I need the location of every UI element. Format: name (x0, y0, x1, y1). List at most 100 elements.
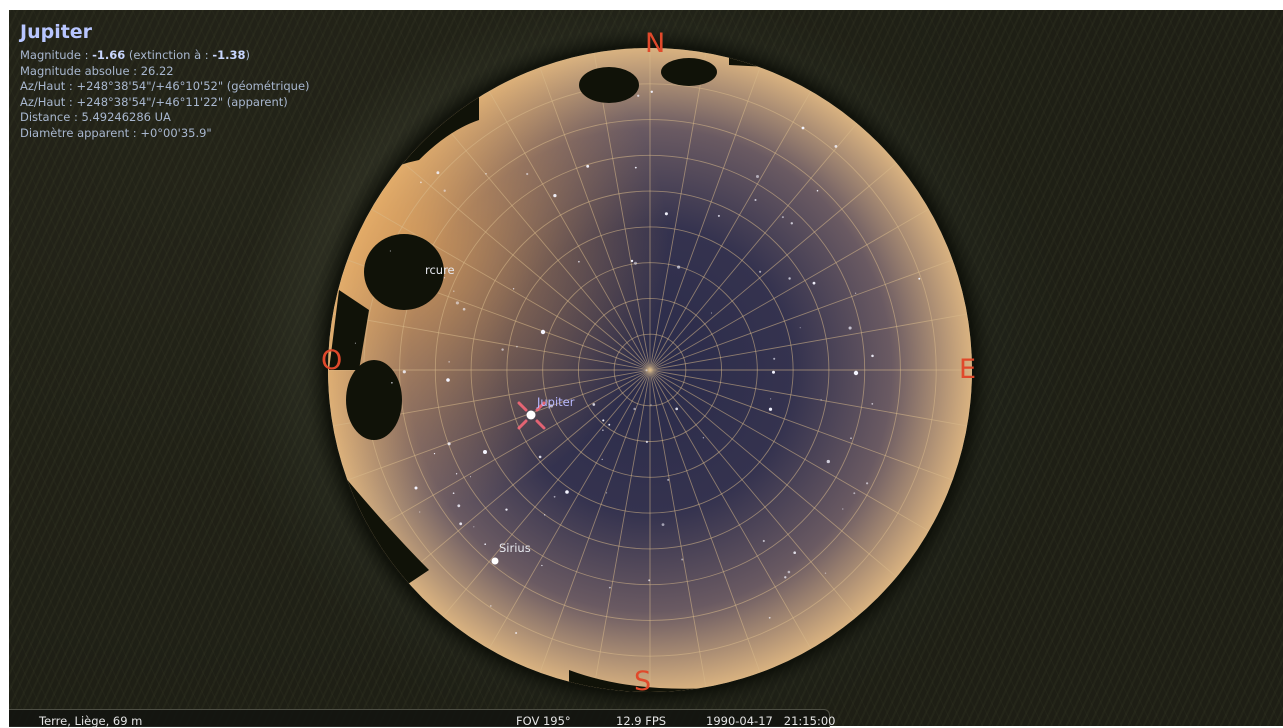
star (553, 495, 556, 498)
star (526, 172, 529, 176)
azimuth-line (649, 162, 897, 371)
bright-star (853, 370, 859, 376)
azimuth-line (649, 369, 953, 481)
azimuth-line (649, 369, 930, 532)
star (455, 301, 459, 305)
star (541, 564, 543, 567)
bright-star (801, 126, 805, 130)
azimuth-line (593, 52, 651, 371)
star (710, 312, 713, 314)
star (788, 277, 791, 280)
star (354, 342, 356, 344)
star (633, 261, 638, 265)
magnitude-line: Magnitude : -1.66 (extinction à : -1.38) (20, 48, 250, 62)
bright-star (483, 450, 487, 454)
jupiter-label[interactable]: Jupiter (537, 395, 575, 409)
azimuth-line (539, 67, 651, 371)
star (768, 616, 771, 619)
azimuth-line (488, 369, 651, 650)
fov-text: FOV 195° (516, 714, 571, 728)
azimuth-line (593, 369, 651, 688)
star (650, 404, 652, 406)
star (826, 459, 830, 464)
azimuth-line (332, 313, 651, 371)
star (645, 369, 648, 372)
star (578, 260, 580, 263)
status-bar: Terre, Liège, 69 m FOV 195° 12.9 FPS 199… (9, 709, 835, 728)
star (544, 514, 546, 516)
apparent-diameter: Diamètre apparent : +0°00'35.9" (20, 125, 212, 140)
bright-star (565, 490, 569, 494)
star (787, 570, 791, 574)
azimuth-line (649, 369, 707, 688)
star (675, 407, 679, 411)
star (443, 189, 446, 192)
sky-dome[interactable] (9, 10, 1283, 726)
star (834, 145, 838, 148)
azimuth-line (649, 369, 897, 578)
star (453, 290, 455, 292)
star (824, 572, 827, 574)
star (866, 482, 869, 485)
azimuth-line (442, 369, 651, 617)
star (759, 270, 762, 273)
sky-viewport[interactable]: Jupiter Magnitude : -1.66 (extinction à … (9, 10, 1283, 726)
star (717, 214, 720, 217)
star (601, 458, 603, 461)
azimuth-line (649, 369, 858, 617)
star (452, 492, 455, 495)
azimuth-line (649, 208, 930, 371)
azimuth-line (649, 369, 968, 427)
star (773, 357, 776, 360)
star (645, 440, 649, 443)
mercure-label[interactable]: rcure (425, 263, 455, 277)
star (771, 370, 776, 374)
datetime-text: 1990-04-17 21:15:00 (706, 714, 836, 728)
sirius-label[interactable]: Sirius (499, 541, 531, 555)
star (419, 511, 421, 513)
star (762, 539, 765, 543)
star (455, 473, 458, 475)
star-field (354, 90, 921, 635)
star (848, 326, 852, 330)
azimuth-line (649, 123, 858, 371)
azimuth-line (442, 123, 651, 371)
azimuth-line (370, 208, 651, 371)
star (853, 492, 856, 495)
jupiter-selection-marker (517, 401, 546, 430)
star (473, 526, 475, 528)
star (608, 423, 611, 426)
star (667, 478, 670, 481)
star (702, 437, 705, 439)
star (433, 452, 436, 455)
star (459, 522, 463, 526)
object-name: Jupiter (20, 21, 93, 43)
star (592, 403, 596, 406)
star (634, 166, 637, 169)
star (516, 345, 518, 348)
star (637, 94, 640, 97)
star (484, 543, 487, 546)
fps-text: 12.9 FPS (616, 714, 667, 728)
star (633, 407, 636, 411)
star (457, 504, 461, 508)
star (677, 265, 681, 269)
star (515, 631, 518, 635)
star (661, 523, 665, 526)
star (784, 576, 787, 579)
star (754, 198, 757, 202)
star (854, 292, 857, 294)
azimuth-line (403, 369, 651, 578)
star (490, 605, 492, 607)
star (799, 327, 801, 329)
star (681, 558, 684, 561)
star (648, 579, 651, 582)
cardinal-north: N (645, 28, 666, 59)
bright-star (414, 486, 418, 490)
azimuthal-grid (328, 48, 972, 692)
star (781, 216, 784, 219)
star (448, 361, 450, 363)
star (820, 399, 822, 401)
star (768, 407, 773, 411)
star (842, 508, 844, 510)
